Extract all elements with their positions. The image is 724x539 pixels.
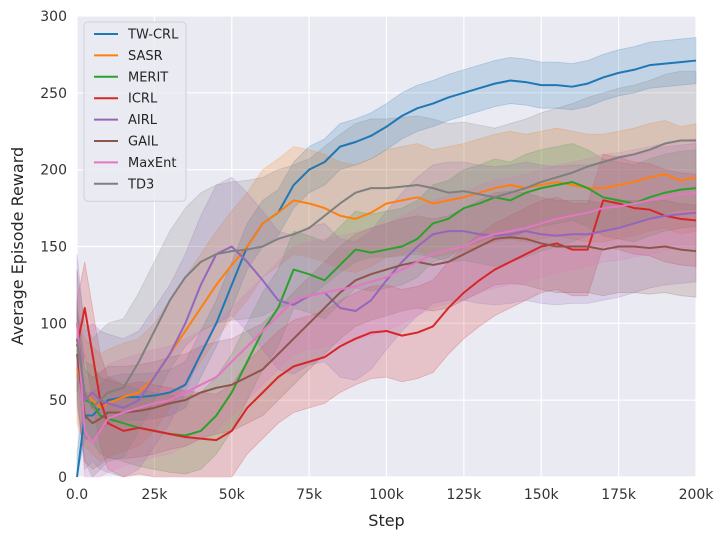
legend-label-icrl: ICRL [128, 92, 158, 107]
y-axis-ticks: 0 50 100 150 200 250 300 [40, 9, 67, 486]
legend-label-airl: AIRL [128, 113, 158, 128]
legend-label-maxent: MaxEnt [128, 156, 176, 171]
x-tick-label-0: 0.0 [66, 487, 88, 503]
band-tw-crl [76, 37, 697, 478]
line-td3 [76, 139, 696, 409]
grid-lines [76, 15, 697, 478]
line-tw-crl [76, 59, 697, 478]
y-tick-label-2: 100 [40, 316, 67, 332]
x-tick-label-7: 175k [601, 487, 637, 503]
x-tick-label-6: 150k [524, 487, 560, 503]
line-maxent [76, 191, 697, 445]
legend-label-gail: GAIL [128, 135, 159, 150]
x-axis-label: Step [368, 511, 404, 530]
band-airl [76, 143, 697, 478]
band-td3 [76, 70, 697, 478]
x-axis-ticks: 0.0 25k 50k 75k 100k 125k 150k 175k 200k [66, 487, 714, 503]
y-tick-label-5: 250 [40, 86, 67, 102]
y-tick-label-4: 200 [40, 163, 67, 179]
x-tick-label-8: 200k [679, 487, 715, 503]
x-tick-label-1: 25k [141, 487, 168, 503]
line-icrl [76, 199, 697, 442]
legend-label-td3: TD3 [127, 177, 154, 192]
legend-label-sasr: SASR [128, 49, 163, 64]
series-lines [76, 59, 697, 478]
band-gail [76, 190, 697, 470]
x-tick-label-4: 100k [369, 487, 405, 503]
line-airl [76, 211, 697, 409]
y-tick-label-3: 150 [40, 240, 67, 256]
y-tick-label-0: 0 [58, 470, 67, 486]
y-tick-label-6: 300 [40, 9, 67, 25]
x-tick-label-5: 125k [446, 487, 482, 503]
x-tick-label-3: 75k [296, 487, 323, 503]
legend-label-tw-crl: TW-CRL [127, 28, 179, 43]
y-tick-label-1: 50 [49, 393, 67, 409]
band-sasr [76, 120, 697, 463]
legend-label-merit: MERIT [128, 70, 168, 85]
legend-box [83, 21, 187, 202]
y-axis-label: Average Episode Reward [8, 147, 27, 345]
x-tick-label-2: 50k [219, 487, 246, 503]
legend: TW-CRL SASR MERIT ICRL AIRL GAIL MaxEnt TD3 [83, 21, 187, 202]
line-gail [76, 236, 697, 425]
